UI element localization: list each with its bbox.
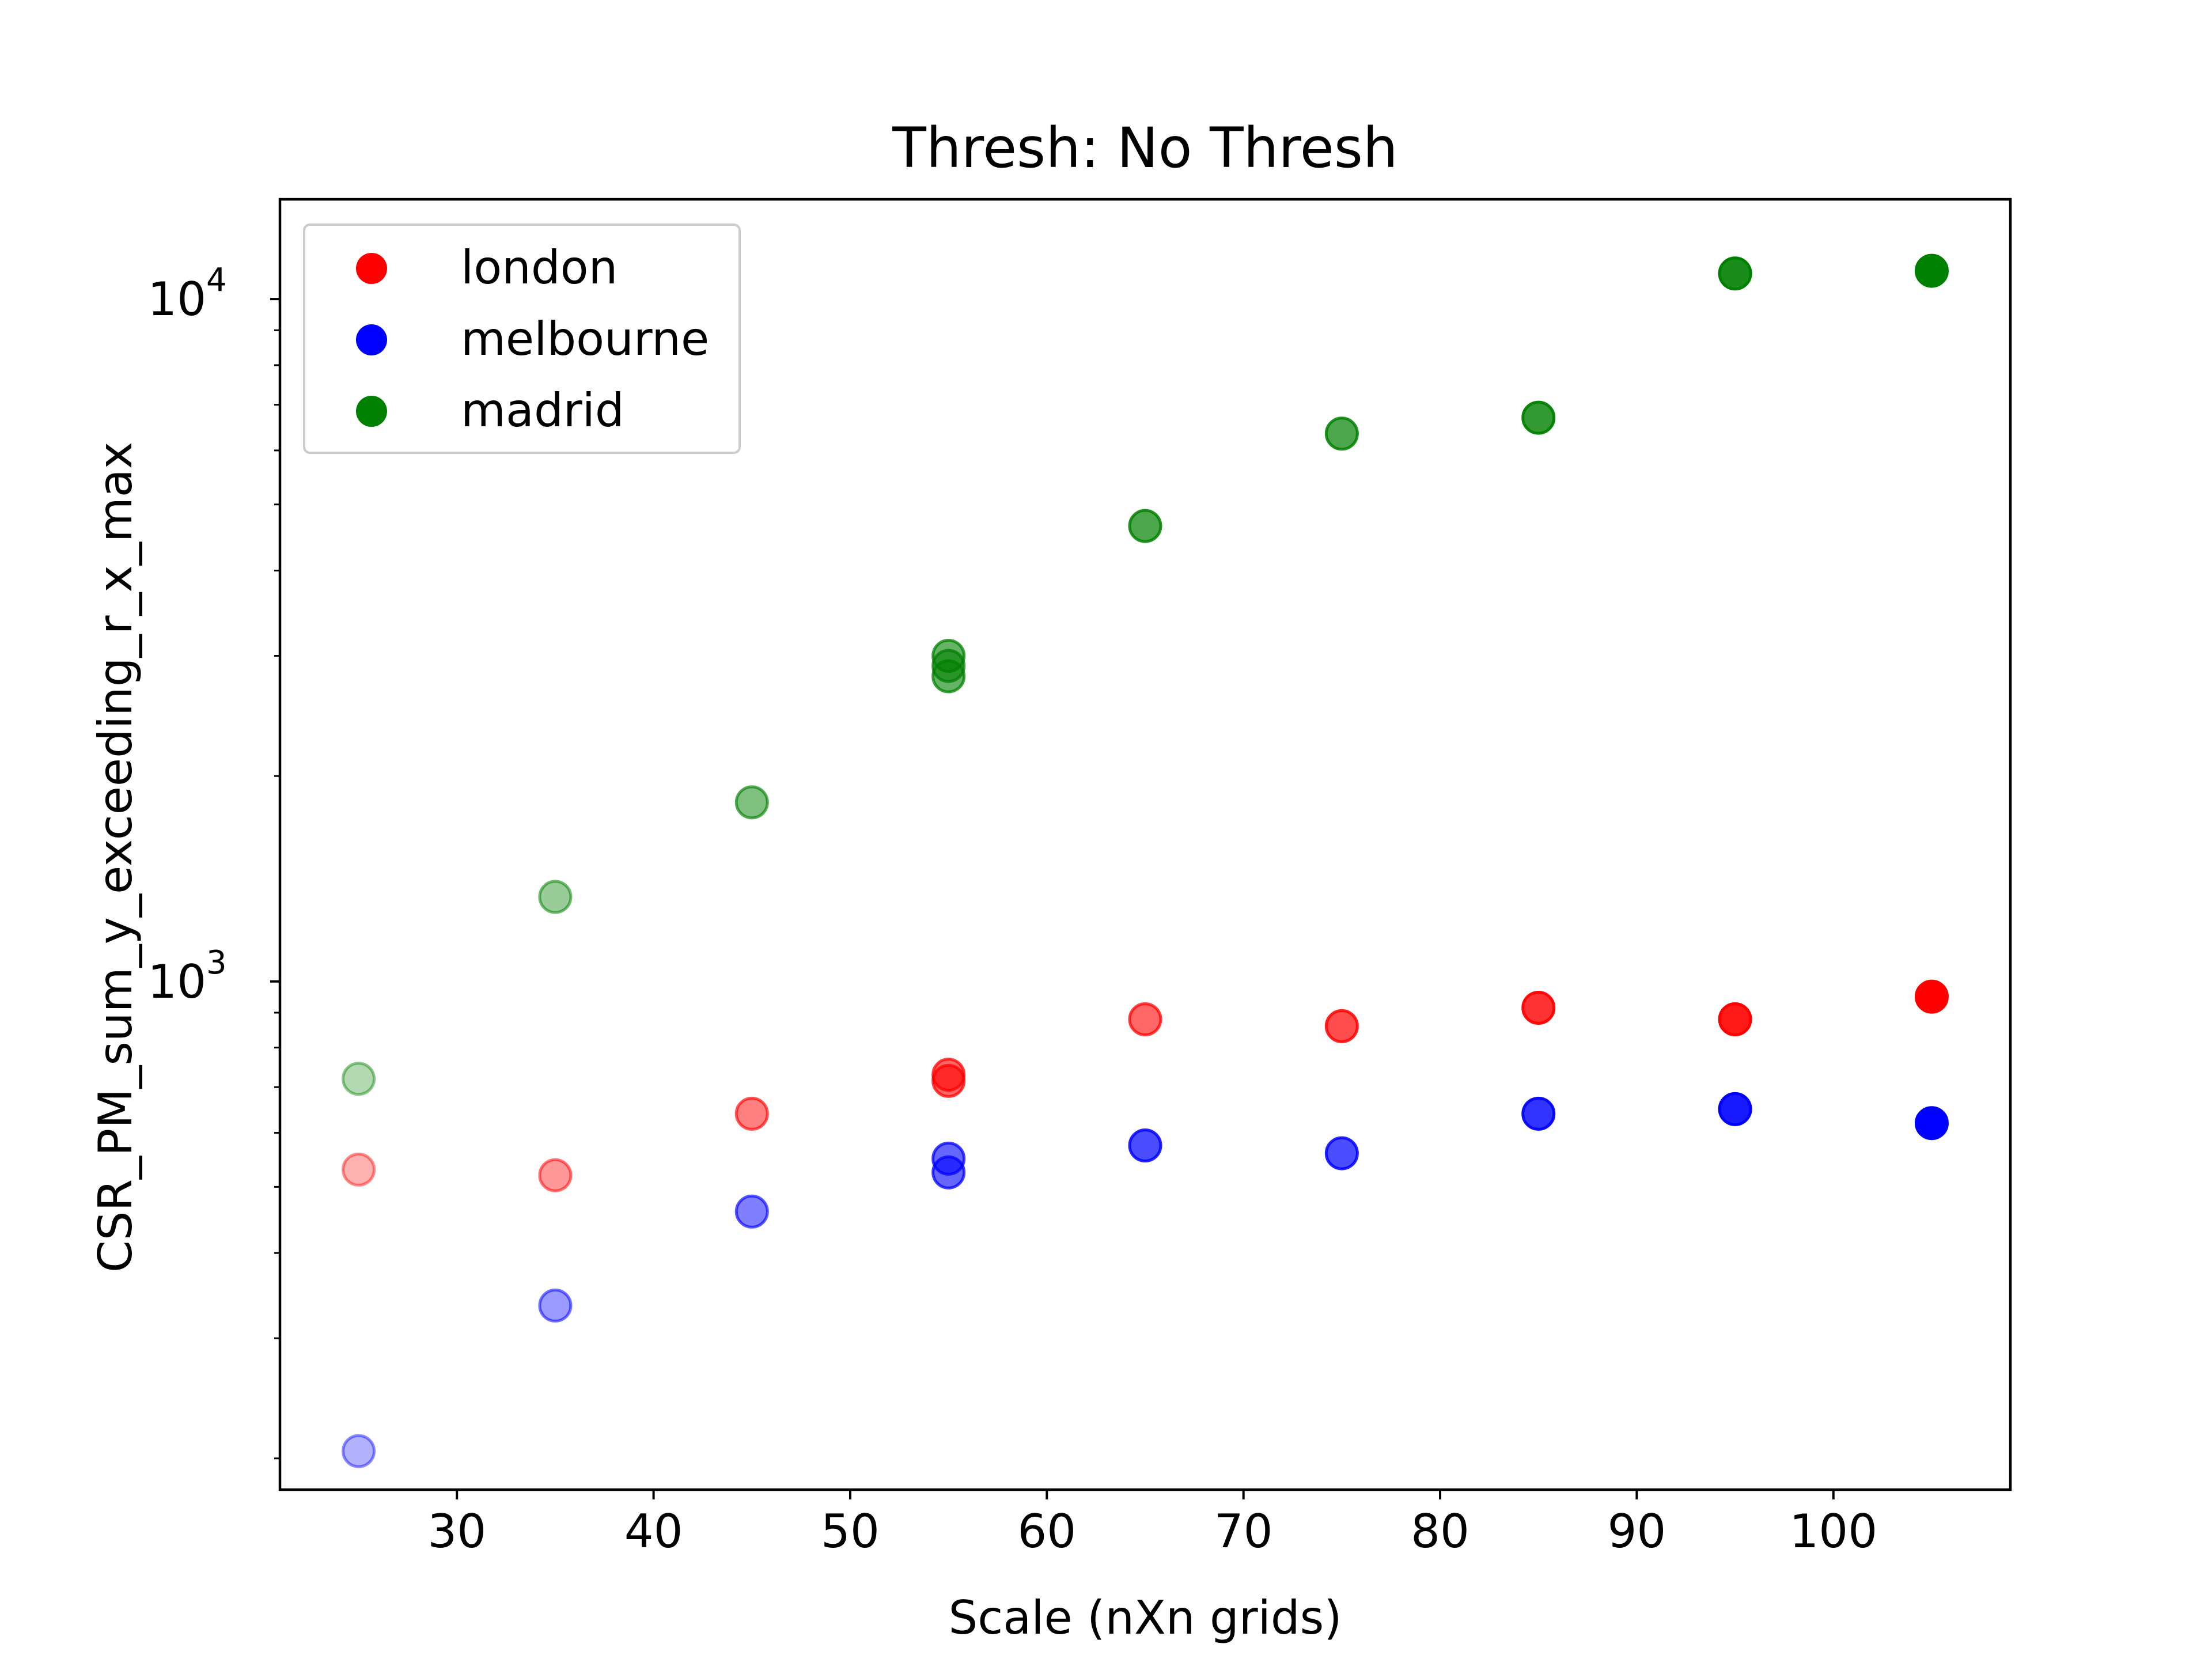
x-tick-label: 70 xyxy=(1214,1505,1273,1558)
y-axis-label: CSR_PM_sum_y_exceeding_r_x_max xyxy=(89,442,142,1272)
legend-marker-london xyxy=(356,253,387,284)
plot-area-frame xyxy=(278,198,2012,1491)
x-axis-label: Scale (nXn grids) xyxy=(948,1591,1342,1645)
legend-marker-madrid xyxy=(356,396,387,427)
data-point xyxy=(342,1152,376,1187)
data-point xyxy=(538,880,573,914)
data-point xyxy=(1718,1002,1752,1037)
series-melbourne xyxy=(342,1092,1949,1468)
data-point xyxy=(931,1063,966,1098)
legend: london melbourne madrid xyxy=(303,224,741,454)
data-point xyxy=(1128,1128,1162,1162)
data-point xyxy=(1914,253,1949,288)
data-point xyxy=(734,1096,769,1131)
data-point xyxy=(1521,1096,1556,1131)
legend-label-melbourne: melbourne xyxy=(461,312,709,366)
data-point xyxy=(931,659,966,694)
y-tick-label-base: 10 xyxy=(147,272,206,326)
legend-box xyxy=(303,224,741,454)
data-point xyxy=(1914,979,1949,1014)
data-point xyxy=(342,1434,376,1468)
y-tick-label: 10 xyxy=(147,272,206,326)
data-point xyxy=(1128,509,1162,543)
x-tick-label: 60 xyxy=(1017,1505,1076,1558)
data-point xyxy=(931,1155,966,1190)
data-point xyxy=(538,1288,573,1323)
data-point xyxy=(1521,400,1556,435)
data-point xyxy=(342,1062,376,1096)
x-tick-label: 80 xyxy=(1411,1505,1469,1558)
data-point xyxy=(538,1158,573,1192)
series-madrid xyxy=(342,253,1949,1096)
y-tick-label: 10 xyxy=(147,955,206,1009)
series-london xyxy=(342,979,1949,1192)
y-tick-label-base: 10 xyxy=(147,955,206,1009)
data-point xyxy=(734,785,769,820)
data-point xyxy=(1324,416,1359,451)
legend-marker-melbourne xyxy=(356,324,387,355)
chart-title: Thresh: No Thresh xyxy=(892,116,1397,180)
legend-label-madrid: madrid xyxy=(461,384,624,437)
data-point xyxy=(1128,1002,1162,1037)
x-axis-ticks: 30 40 50 60 70 80 90 100 xyxy=(427,1490,1877,1558)
data-point xyxy=(1521,990,1556,1025)
y-tick-label-exponent: 3 xyxy=(206,944,227,982)
data-point xyxy=(1324,1136,1359,1171)
data-points xyxy=(342,253,1949,1468)
data-point xyxy=(1324,1009,1359,1043)
legend-label-london: london xyxy=(461,241,618,294)
x-tick-label: 30 xyxy=(427,1505,486,1558)
x-tick-label: 40 xyxy=(624,1505,683,1558)
data-point xyxy=(1914,1106,1949,1141)
x-tick-label: 50 xyxy=(821,1505,880,1558)
x-tick-label: 90 xyxy=(1608,1505,1666,1558)
data-point xyxy=(1718,256,1752,291)
x-tick-label: 100 xyxy=(1789,1505,1877,1558)
data-point xyxy=(1718,1092,1752,1126)
data-point xyxy=(734,1194,769,1229)
y-tick-label-exponent: 4 xyxy=(206,262,227,299)
